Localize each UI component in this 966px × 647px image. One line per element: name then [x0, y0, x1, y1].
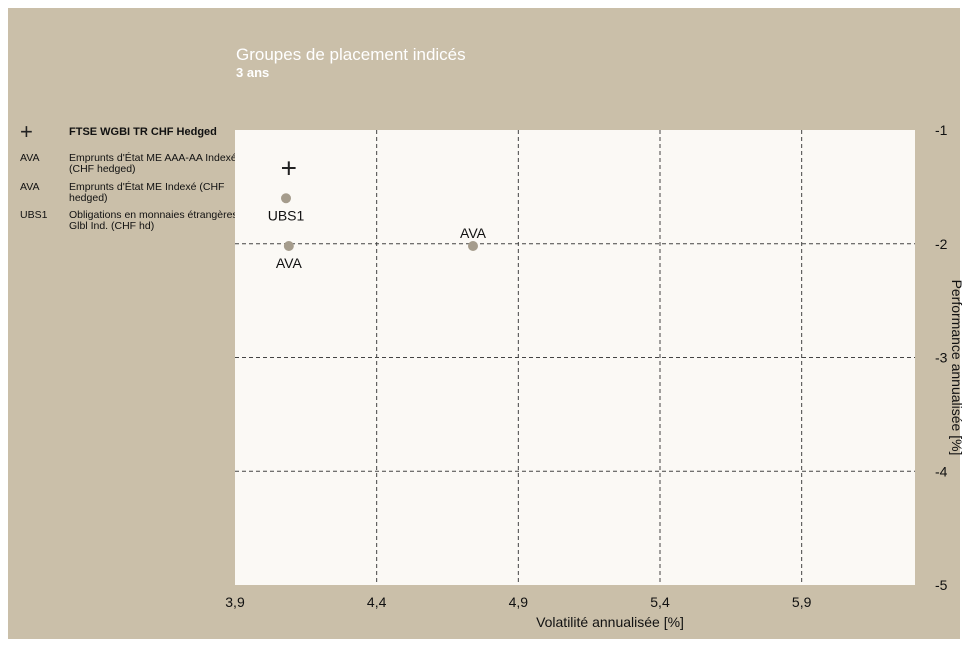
data-point	[283, 241, 294, 252]
legend-label: Obligations en monnaies étrangères Glbl …	[69, 209, 238, 232]
x-axis-label: Volatilité annualisée [%]	[536, 614, 684, 630]
y-axis-label: Performance annualisée [%]	[949, 280, 965, 456]
x-tick-label: 5,4	[650, 594, 670, 610]
y-tick-label: -3	[935, 350, 948, 366]
y-tick-label: -2	[935, 236, 948, 252]
legend-marker: UBS1	[20, 209, 48, 221]
x-tick-label: 4,4	[367, 594, 387, 610]
data-point-label: AVA	[460, 225, 487, 241]
x-tick-label: 3,9	[225, 594, 245, 610]
legend-marker: AVA	[20, 181, 40, 193]
y-tick-label: -5	[935, 577, 948, 593]
benchmark-marker: +	[281, 153, 297, 184]
chart-title: Groupes de placement indicés	[236, 45, 466, 64]
y-tick-label: -4	[935, 463, 948, 479]
y-tick-label: -1	[935, 122, 948, 138]
legend-label: FTSE WGBI TR CHF Hedged	[69, 126, 217, 138]
data-point	[281, 193, 291, 204]
chart-subtitle: 3 ans	[236, 65, 270, 80]
x-tick-label: 4,9	[509, 594, 529, 610]
legend-label: Emprunts d'État ME AAA-AA Indexé (CHF he…	[69, 152, 237, 175]
data-point-label: UBS1	[268, 207, 305, 223]
legend-label: Emprunts d'État ME Indexé (CHF hedged)	[69, 181, 225, 204]
data-point-label: AVA	[276, 255, 303, 271]
legend-marker-plus-icon: +	[20, 119, 33, 144]
data-point	[468, 241, 478, 252]
legend-marker: AVA	[20, 152, 40, 164]
x-tick-label: 5,9	[792, 594, 812, 610]
